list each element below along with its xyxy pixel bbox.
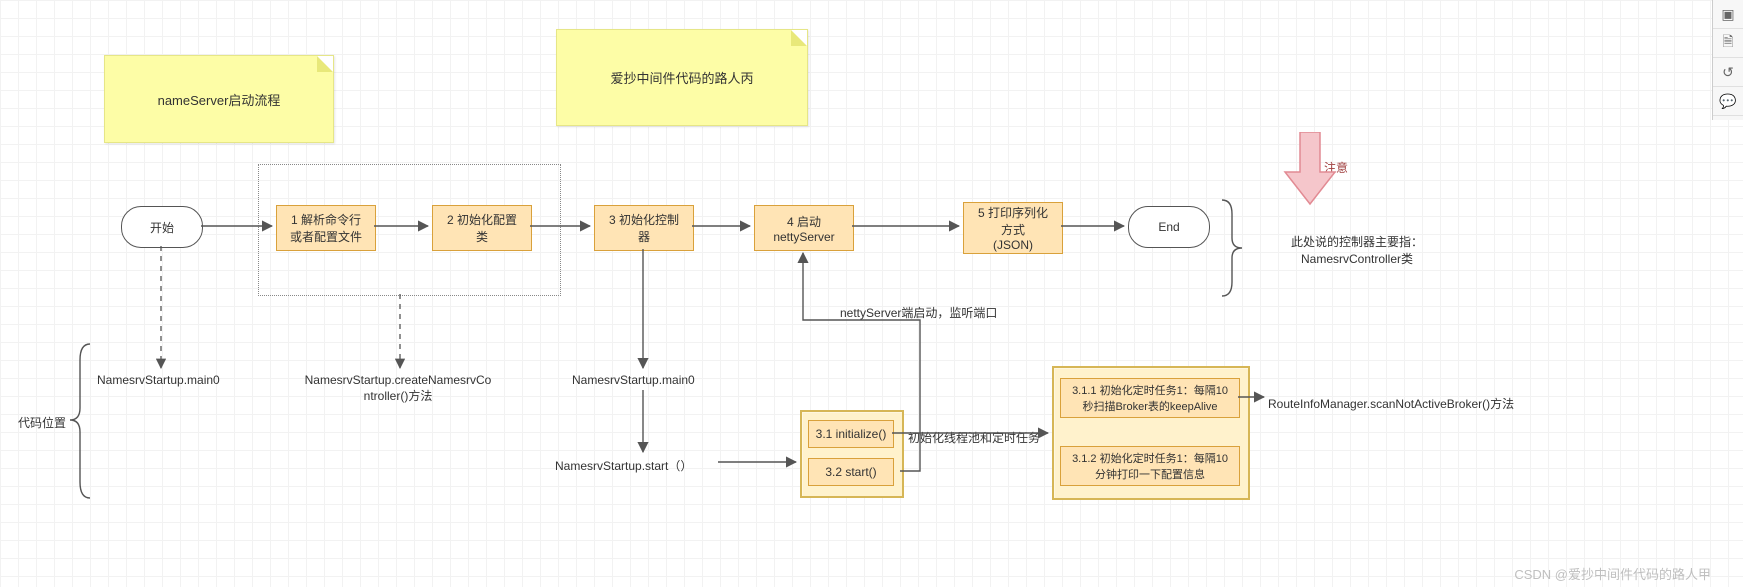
subprocess-31: 3.1 initialize(): [808, 420, 894, 448]
toolbar-history-icon[interactable]: ↺: [1713, 58, 1743, 87]
process-text: 1 解析命令行 或者配置文件: [284, 209, 368, 247]
attention-arrow-icon: [1280, 132, 1340, 206]
sticky-note-title-text: nameServer启动流程: [158, 90, 281, 109]
label-main0-mid: NamesrvStartup.main0: [572, 373, 695, 387]
subprocess-32: 3.2 start(): [808, 458, 894, 486]
process-box-3: 3 初始化控制 器: [594, 205, 694, 251]
process-box-4: 4 启动 nettyServer: [754, 205, 854, 251]
label-main0-left: NamesrvStartup.main0: [97, 373, 220, 387]
right-toolbar: ▣ 🗎 ↺ 💬: [1712, 0, 1743, 120]
process-text: 3 初始化控制 器: [603, 209, 685, 247]
process-text: 4 启动 nettyServer: [767, 211, 840, 246]
toolbar-comment-icon[interactable]: 💬: [1713, 87, 1743, 116]
sticky-note-author: 爱抄中间件代码的路人丙: [556, 29, 808, 126]
label-create-controller: NamesrvStartup.createNamesrvCo ntroller(…: [288, 373, 508, 404]
process-box-2: 2 初始化配置 类: [432, 205, 532, 251]
subprocess-text: 3.1.2 初始化定时任务1：每隔10 分钟打印一下配置信息: [1072, 450, 1228, 482]
sticky-fold: [317, 56, 333, 72]
label-start-method: NamesrvStartup.start（）: [555, 457, 692, 474]
subprocess-text: 3.1.1 初始化定时任务1：每隔10 秒扫描Broker表的keepAlive: [1072, 382, 1228, 414]
process-text: 5 打印序列化 方式 (JSON): [972, 202, 1054, 254]
terminator-start-text: 开始: [150, 219, 174, 236]
toolbar-page-icon[interactable]: 🗎: [1713, 29, 1743, 58]
process-box-1: 1 解析命令行 或者配置文件: [276, 205, 376, 251]
label-route-info: RouteInfoManager.scanNotActiveBroker()方法: [1268, 395, 1514, 412]
sticky-note-title: nameServer启动流程: [104, 55, 334, 143]
toolbar-layers-icon[interactable]: ▣: [1713, 0, 1743, 29]
terminator-end: End: [1128, 206, 1210, 248]
terminator-start: 开始: [121, 206, 203, 248]
terminator-end-text: End: [1158, 220, 1179, 234]
subprocess-text: 3.1 initialize(): [816, 427, 887, 441]
process-text: 2 初始化配置 类: [441, 209, 523, 247]
subprocess-311: 3.1.1 初始化定时任务1：每隔10 秒扫描Broker表的keepAlive: [1060, 378, 1240, 418]
label-init-pool: 初始化线程池和定时任务: [908, 429, 1040, 446]
sticky-fold: [791, 30, 807, 46]
watermark: CSDN @爱抄中间件代码的路人甲: [1514, 564, 1711, 583]
sticky-note-author-text: 爱抄中间件代码的路人丙: [610, 68, 753, 87]
label-netty: nettyServer端启动，监听端口: [840, 304, 997, 321]
subprocess-312: 3.1.2 初始化定时任务1：每隔10 分钟打印一下配置信息: [1060, 446, 1240, 486]
label-brace-right: 此处说的控制器主要指： NamesrvController类: [1262, 233, 1452, 267]
process-box-5: 5 打印序列化 方式 (JSON): [963, 202, 1063, 254]
label-brace-left: 代码位置: [18, 414, 66, 431]
subprocess-text: 3.2 start(): [825, 465, 876, 479]
